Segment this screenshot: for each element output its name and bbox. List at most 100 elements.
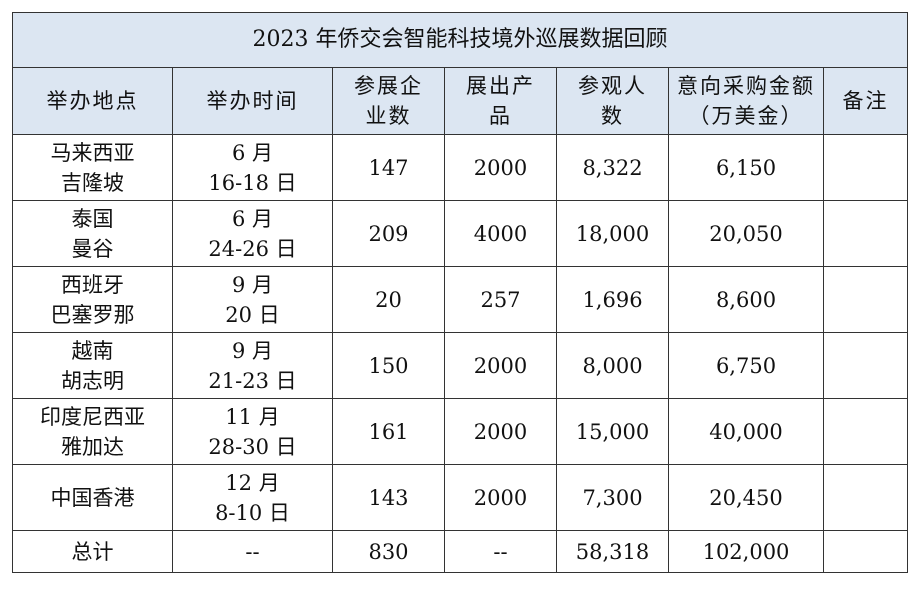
cell-line: 12 月 (225, 470, 280, 495)
total-exhibitors: 830 (332, 530, 445, 573)
cell-location: 印度尼西亚 雅加达 (12, 398, 173, 465)
cell-line: 20 日 (225, 302, 280, 327)
table-row: 泰国 曼谷 6 月 24-26 日 209 4000 18,000 20,050 (12, 200, 909, 267)
cell-purchase: 40,000 (668, 398, 824, 465)
cell-visitors: 18,000 (556, 200, 669, 267)
table-row: 印度尼西亚雅加达 11 月 28-30 日 161 2000 15,000 40,000 (12, 398, 909, 465)
cell-line: 吉隆坡 (61, 170, 124, 195)
cell-visitors: 15,000 (556, 398, 669, 465)
header-note: 备注 (822, 67, 909, 135)
header-date: 举办时间 (172, 67, 333, 135)
cell-exhibitors: 20 (332, 266, 445, 333)
cell-visitors: 7,300 (556, 464, 669, 531)
cell-line: 展出产 (466, 74, 535, 98)
cell-line: 越南 (71, 338, 114, 363)
cell-visitors: 8,000 (556, 332, 669, 399)
cell-purchase: 8,600 (668, 266, 824, 333)
cell-line: 11 月 (225, 404, 280, 429)
cell-purchase: 6,750 (668, 332, 824, 399)
header-exhibitors: 参展企 业数 (332, 67, 445, 135)
cell-note (822, 398, 909, 465)
total-products: -- (444, 530, 557, 573)
title-row: 2023 年侨交会智能科技境外巡展数据回顾 (11, 12, 909, 68)
total-row: 总计 -- 830 -- 58,318 102,000 (12, 530, 909, 573)
table-row: 马来西亚吉隆坡 6 月 16-18 日 147 2000 8,322 6,150 (12, 134, 909, 201)
cell-line: 胡志明 (61, 368, 124, 393)
cell-exhibitors: 147 (332, 134, 445, 201)
cell-line: 曼谷 (71, 236, 114, 261)
cell-line: 巴塞罗那 (50, 302, 135, 327)
cell-products: 2000 (444, 398, 557, 465)
header-products: 展出产品 (444, 67, 557, 135)
table-row: 中国香港 12 月 8-10 日 143 2000 7,300 20,450 (12, 464, 909, 531)
header-purchase: 意向采购金额 （万美金） (668, 67, 824, 135)
cell-line: 28-30 日 (208, 434, 297, 459)
cell-line: 举办地点 (46, 89, 139, 113)
cell-line: 21-23 日 (208, 368, 297, 393)
cell-products: 4000 (444, 200, 557, 267)
table-row: 西班牙巴塞罗那 9 月 20 日 20 257 1,696 8,600 (12, 266, 909, 333)
total-label: 总计 (12, 530, 173, 573)
cell-purchase: 20,450 (668, 464, 824, 531)
cell-note (822, 134, 909, 201)
header-visitors: 参观人数 (556, 67, 669, 135)
cell-date: 6 月 16-18 日 (172, 134, 333, 201)
cell-note (822, 332, 909, 399)
cell-line: 8-10 日 (215, 500, 290, 525)
cell-visitors: 1,696 (556, 266, 669, 333)
total-purchase: 102,000 (668, 530, 824, 573)
cell-exhibitors: 209 (332, 200, 445, 267)
cell-line: 9 月 (231, 338, 274, 363)
cell-location: 越南 胡志明 (12, 332, 173, 399)
cell-products: 257 (444, 266, 557, 333)
total-note (822, 530, 909, 573)
cell-products: 2000 (444, 332, 557, 399)
cell-products: 2000 (444, 464, 557, 531)
cell-line: 雅加达 (61, 434, 124, 459)
cell-line: 参展企 (354, 74, 423, 98)
cell-date: 12 月 8-10 日 (172, 464, 333, 531)
cell-line: 数 (601, 104, 624, 128)
table-row: 越南胡志明 9 月 21-23 日 150 2000 8,000 6,750 (12, 332, 909, 399)
data-review-table: 2023 年侨交会智能科技境外巡展数据回顾 举办地点 举办时间 参展企 业数 展出产品参… (11, 12, 909, 573)
cell-line: 中国香港 (50, 485, 135, 510)
cell-date: 11 月 28-30 日 (172, 398, 333, 465)
cell-date: 9 月 21-23 日 (172, 332, 333, 399)
cell-note (822, 464, 909, 531)
cell-location: 马来西亚 吉隆坡 (12, 134, 173, 201)
cell-purchase: 6,150 (668, 134, 824, 201)
total-visitors: 58,318 (556, 530, 669, 573)
total-date: -- (172, 530, 333, 573)
cell-line: 9 月 (231, 272, 274, 297)
cell-purchase: 20,050 (668, 200, 824, 267)
cell-note (822, 200, 909, 267)
cell-line: 西班牙 (61, 272, 124, 297)
table-title: 2023 年侨交会智能科技境外巡展数据回顾 (11, 12, 909, 68)
cell-line: 业数 (365, 104, 412, 128)
cell-line: 马来西亚 (50, 140, 135, 165)
cell-line: 意向采购金额 (677, 74, 815, 98)
cell-line: 举办时间 (206, 89, 299, 113)
cell-line: 参观人 (578, 74, 647, 98)
cell-line: 6 月 (231, 206, 274, 231)
cell-line: 16-18 日 (208, 170, 297, 195)
header-row: 举办地点 举办时间 参展企 业数 展出产品参观人数意向采购金额 （万美金） 备注 (12, 67, 909, 135)
header-location: 举办地点 (12, 67, 173, 135)
cell-location: 西班牙 巴塞罗那 (12, 266, 173, 333)
cell-exhibitors: 150 (332, 332, 445, 399)
cell-products: 2000 (444, 134, 557, 201)
cell-line: 6 月 (231, 140, 274, 165)
cell-exhibitors: 143 (332, 464, 445, 531)
cell-line: （万美金） (688, 104, 804, 128)
cell-date: 9 月 20 日 (172, 266, 333, 333)
cell-line: 品 (489, 104, 512, 128)
cell-exhibitors: 161 (332, 398, 445, 465)
cell-line: 24-26 日 (208, 236, 297, 261)
cell-line: 备注 (842, 89, 889, 113)
cell-location: 泰国 曼谷 (12, 200, 173, 267)
cell-visitors: 8,322 (556, 134, 669, 201)
cell-date: 6 月 24-26 日 (172, 200, 333, 267)
cell-line: 印度尼西亚 (40, 404, 145, 429)
cell-note (822, 266, 909, 333)
cell-location: 中国香港 (12, 464, 173, 531)
